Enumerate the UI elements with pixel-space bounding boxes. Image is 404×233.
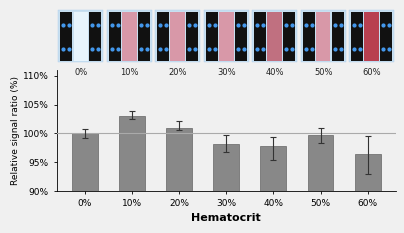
- Bar: [267, 12, 282, 61]
- FancyBboxPatch shape: [59, 10, 103, 62]
- Text: 30%: 30%: [217, 68, 236, 77]
- FancyBboxPatch shape: [252, 10, 297, 62]
- Bar: [170, 12, 185, 61]
- Bar: [186, 12, 198, 61]
- FancyBboxPatch shape: [349, 10, 394, 62]
- Bar: [364, 12, 379, 61]
- Bar: [283, 12, 295, 61]
- Bar: [72, 133, 98, 233]
- Text: 10%: 10%: [120, 68, 139, 77]
- Bar: [307, 135, 333, 233]
- Bar: [332, 12, 344, 61]
- Bar: [316, 12, 330, 61]
- Bar: [119, 116, 145, 233]
- Bar: [89, 12, 101, 61]
- Text: 20%: 20%: [168, 68, 187, 77]
- FancyBboxPatch shape: [301, 10, 345, 62]
- Text: 40%: 40%: [265, 68, 284, 77]
- Bar: [109, 12, 121, 61]
- Bar: [166, 128, 192, 233]
- Bar: [351, 12, 363, 61]
- Text: 50%: 50%: [314, 68, 332, 77]
- Bar: [355, 154, 381, 233]
- Bar: [60, 12, 72, 61]
- X-axis label: Hematocrit: Hematocrit: [191, 213, 261, 223]
- Bar: [157, 12, 169, 61]
- Bar: [219, 12, 234, 61]
- Bar: [74, 12, 88, 61]
- Text: 0%: 0%: [74, 68, 87, 77]
- Y-axis label: Relative signal ratio (%): Relative signal ratio (%): [11, 76, 20, 185]
- Bar: [235, 12, 247, 61]
- Bar: [213, 144, 239, 233]
- Bar: [380, 12, 392, 61]
- Bar: [206, 12, 218, 61]
- FancyBboxPatch shape: [204, 10, 248, 62]
- Bar: [303, 12, 315, 61]
- Bar: [261, 146, 286, 233]
- Bar: [138, 12, 150, 61]
- Bar: [122, 12, 137, 61]
- FancyBboxPatch shape: [156, 10, 200, 62]
- Bar: [254, 12, 266, 61]
- Text: 60%: 60%: [362, 68, 381, 77]
- FancyBboxPatch shape: [107, 10, 152, 62]
